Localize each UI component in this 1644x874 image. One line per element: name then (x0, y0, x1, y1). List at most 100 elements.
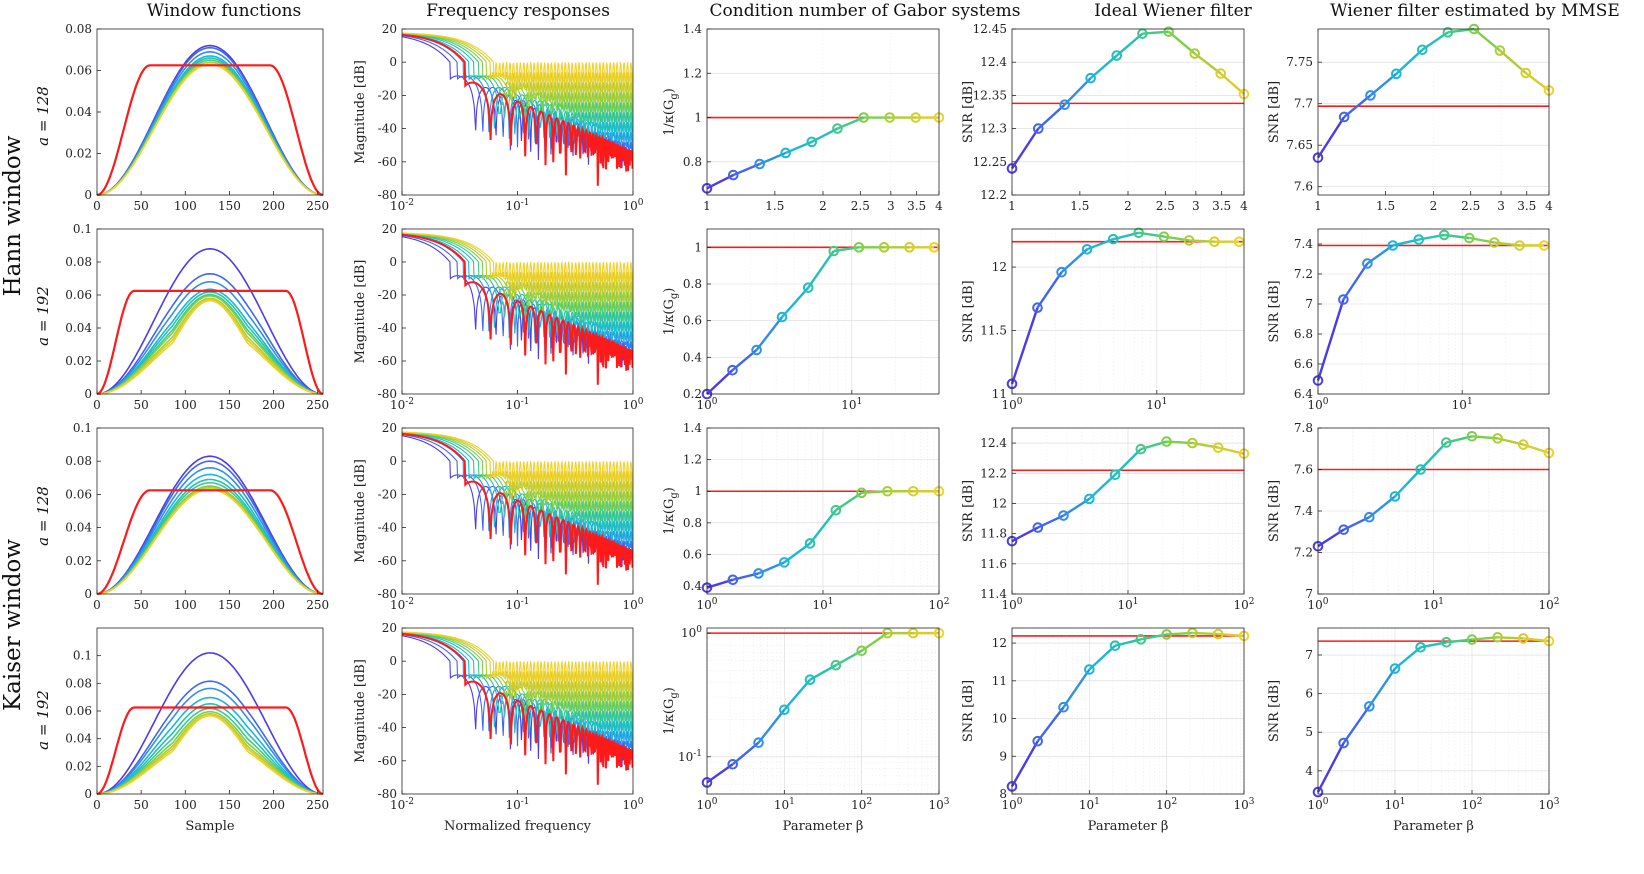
x-tick-label: 101 (1384, 797, 1405, 812)
y-tick-label: 0 (389, 55, 397, 69)
x-tick-label: 3.5 (1212, 199, 1231, 213)
axes-box (96, 427, 324, 595)
response-curve (402, 431, 633, 483)
data-point (1492, 433, 1503, 444)
data-point (1466, 634, 1478, 645)
data-point (1058, 701, 1069, 713)
x-tick-label: 0 (93, 798, 101, 812)
y-tick-label: -60 (378, 354, 397, 368)
data-point (779, 704, 790, 716)
series-segment (706, 369, 734, 395)
y-tick-label: -40 (378, 721, 397, 735)
series-segment (1419, 441, 1448, 471)
response-curves (402, 32, 633, 186)
x-tick-label: 50 (134, 199, 149, 213)
y-tick-label: 0.1 (73, 649, 92, 663)
y-tick-label: 0 (389, 654, 397, 668)
window-curve (97, 295, 323, 395)
y-tick-label: 6 (1305, 687, 1313, 701)
series-segment (1499, 49, 1527, 74)
window-curve (96, 50, 324, 196)
data-point (1032, 735, 1044, 747)
x-tick-label: 10-1 (505, 198, 529, 213)
y-tick-label: 0.1 (73, 222, 92, 236)
y-tick-label: 12 (992, 496, 1007, 510)
series-segment (1473, 28, 1501, 52)
y-tick-label: 11 (992, 674, 1007, 688)
x-tick-label: 2 (819, 199, 827, 213)
window-curve (96, 486, 324, 595)
data-point (780, 147, 791, 159)
x-axis-label: Parameter β (783, 819, 864, 834)
x-tick-label: 101 (1423, 597, 1444, 612)
panel-r3-c0: 0 50 100 150 200 250 0 0.02 0.04 0.06 0.08 0.1 Sampl… (65, 627, 329, 834)
data-point (910, 112, 921, 123)
y-tick-label: 7.2 (1294, 546, 1313, 560)
y-tick-label: 8 (999, 787, 1007, 801)
x-tick-label: 200 (262, 199, 285, 213)
panel-r3-c4: 100 101 102 103 4 5 6 7 SNR [dB] Parameter β (1267, 627, 1560, 834)
response-curves (402, 431, 633, 585)
axes-box (1011, 627, 1245, 795)
plot-content (402, 32, 633, 186)
series-segment (1342, 262, 1369, 301)
series-segment (1088, 473, 1116, 500)
y-ticks: 6.4 6.6 6.8 7 7.2 7.4 (1294, 237, 1322, 401)
y-tick-label: 11.6 (980, 557, 1007, 571)
y-tick-label: 0 (389, 255, 397, 269)
data-point (1187, 627, 1198, 639)
window-curve (96, 488, 324, 595)
x-tick-label: 50 (134, 598, 149, 612)
series-segment (1010, 127, 1040, 170)
data-point (1338, 524, 1350, 535)
data-point (1107, 233, 1119, 245)
data-point (1520, 67, 1532, 79)
row-label-hann-128: a = 128 (34, 86, 52, 146)
data-point (904, 242, 915, 253)
response-curve-flat-top (402, 33, 633, 186)
series-segment (1342, 705, 1371, 744)
y-tick-label: 1 (694, 484, 702, 498)
series-segment (731, 741, 760, 766)
x-tick-label: 0 (93, 199, 101, 213)
grid (1011, 628, 1245, 795)
group-label-hann: Hann window (0, 135, 26, 296)
y-tick-label: -20 (378, 687, 397, 701)
x-tick-label: 1.5 (1376, 199, 1395, 213)
y-tick-label: 5 (1305, 725, 1313, 739)
series-segment (1036, 271, 1063, 309)
x-tick-label: 102 (1461, 797, 1482, 812)
y-ticks: 0.8 1 1.2 1.4 (683, 22, 711, 169)
data-point (1135, 634, 1147, 645)
data-point (853, 242, 865, 253)
data-point (830, 504, 842, 516)
x-tick-label: 250 (306, 798, 329, 812)
window-curve (96, 466, 324, 595)
y-tick-label: 20 (382, 621, 397, 635)
grid (1317, 427, 1550, 595)
data-point (856, 487, 867, 499)
y-tick-label: 12.45 (973, 22, 1007, 36)
column-title-frequency-responses: Frequency responses (426, 1, 610, 21)
y-ticks: -80 -60 -40 -20 0 20 (378, 421, 406, 601)
y-tick-label: 10 (992, 712, 1007, 726)
x-tick-label: 200 (262, 598, 285, 612)
x-tick-label: 250 (306, 398, 329, 412)
window-curve (96, 460, 324, 595)
panel-r3-c2: 100 101 102 103 10-1 100 1/κ(Gg) Parameter β (662, 625, 950, 834)
x-tick-label: 50 (134, 398, 149, 412)
data-point (907, 627, 919, 639)
data-point (1109, 640, 1121, 652)
series-segment (783, 542, 811, 564)
x-tick-label: 101 (1452, 397, 1473, 412)
data-point (1338, 294, 1349, 305)
plot-content (701, 112, 945, 194)
series-segment (807, 250, 835, 289)
series-segment (1194, 52, 1222, 75)
x-tick-label: 102 (1233, 597, 1254, 612)
series-segment (1368, 667, 1396, 708)
grid (706, 427, 940, 594)
